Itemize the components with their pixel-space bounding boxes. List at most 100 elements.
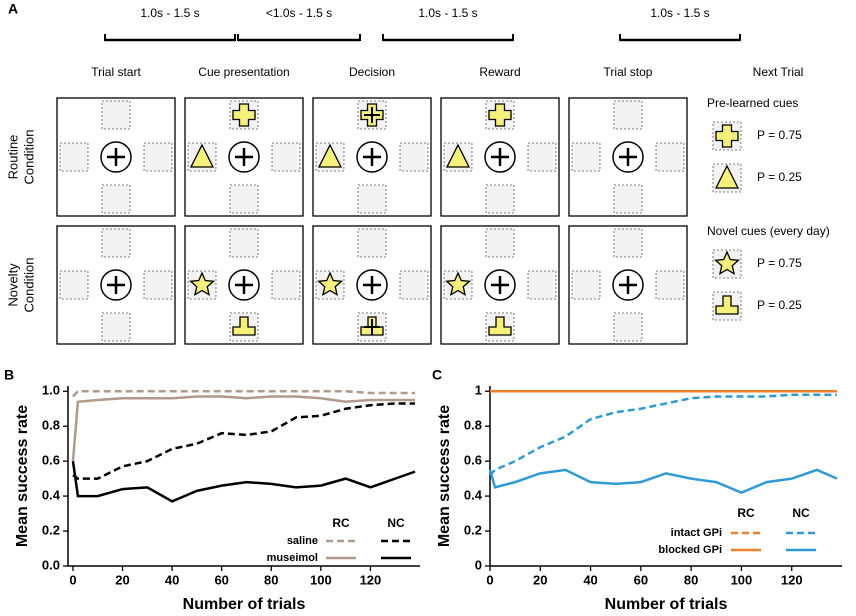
panel-label: B [4,367,14,383]
x-tick-label: 40 [583,572,597,587]
cue-star [317,271,343,297]
legend-label: intact GPi [671,527,722,539]
x-tick-label: 120 [360,572,382,587]
cue-slot [399,142,429,172]
x-tick-label: 80 [264,572,278,587]
phase-label: Trial start [91,65,141,79]
row-label: Novelty [5,263,20,307]
legend-header: RC [332,516,350,530]
x-tick-label: 20 [115,572,129,587]
cue-tee [715,295,739,315]
cue-legend-title: Novel cues (every day) [707,224,830,238]
x-tick-label: 60 [214,572,228,587]
cue-star [445,271,471,297]
cue-legend-item: P = 0.25 [757,298,802,312]
cue-star [714,250,740,276]
legend-header: NC [387,516,405,530]
x-tick-label: 100 [731,572,753,587]
cue-slot [229,184,259,214]
x-tick-label: 0 [486,572,493,587]
x-axis-label: Number of trials [605,596,728,613]
y-axis-label: Mean success rate [436,405,453,547]
row-label: Condition [21,258,36,313]
cue-tri [189,143,215,168]
cue-star [189,271,215,297]
legend-header: NC [792,506,810,520]
x-tick-label: 20 [533,572,547,587]
legend-label: blocked GPi [658,544,722,556]
cue-slot [527,142,557,172]
x-tick-label: 100 [310,572,332,587]
y-tick-label: 0.8 [464,418,482,433]
cue-slot [143,270,173,300]
x-axis-label: Number of trials [183,596,306,613]
cue-slot [101,100,131,130]
cue-slot [613,184,643,214]
y-tick-label: 0.8 [42,418,60,433]
cue-plus [488,103,512,127]
y-tick-label: 0.4 [42,488,61,503]
series-line [71,460,416,503]
series-line [72,402,416,480]
timing-label: 1.0s - 1.5 s [140,6,199,20]
cue-slot [229,228,259,258]
phase-label: Decision [349,65,395,79]
y-tick-label: 1.0 [42,383,60,398]
cue-slot [613,100,643,130]
x-tick-label: 60 [634,572,648,587]
y-tick-label: 0.2 [464,522,482,537]
y-tick-label: 1 [475,383,482,398]
phase-label: Cue presentation [198,65,289,79]
cue-tee [488,316,512,336]
timing-label: 1.0s - 1.5 s [650,6,709,20]
cue-legend-item: P = 0.25 [757,170,802,184]
cue-legend-item: P = 0.75 [757,128,802,142]
cue-slot [613,228,643,258]
phase-label: Trial stop [604,65,653,79]
cue-slot [101,184,131,214]
cue-slot [271,142,301,172]
cue-legend-item: P = 0.75 [757,256,802,270]
series-line [72,389,416,398]
y-tick-label: 0.2 [42,522,60,537]
cue-slot [571,142,601,172]
cue-slot [143,142,173,172]
cue-slot [655,270,685,300]
cue-slot [101,312,131,342]
panel-label: C [432,367,442,383]
x-tick-label: 40 [165,572,179,587]
panel-label: A [8,1,18,17]
row-label: Routine [5,135,20,180]
cue-slot [485,184,515,214]
cue-plus [715,124,739,148]
cue-tee [232,316,256,336]
cue-slot [399,270,429,300]
y-tick-label: 0.6 [464,453,482,468]
y-tick-label: 0.4 [464,488,483,503]
x-tick-label: 120 [781,572,803,587]
y-tick-label: 0.6 [42,453,60,468]
series-line [489,393,837,476]
cue-slot [571,270,601,300]
y-tick-label: 0 [475,557,482,572]
phase-label: Reward [479,65,520,79]
row-label: Condition [21,130,36,185]
timing-label: 1.0s - 1.5 s [418,6,477,20]
cue-slot [59,270,89,300]
cue-slot [357,228,387,258]
legend-label: saline [287,535,318,547]
cue-tri [317,143,343,168]
cue-slot [357,184,387,214]
y-tick-label: 0.0 [42,557,60,572]
x-tick-label: 0 [69,572,76,587]
phase-label: Next Trial [753,65,804,79]
cue-slot [655,142,685,172]
cue-slot [59,142,89,172]
cue-slot [527,270,557,300]
timing-label: <1.0s - 1.5 s [266,6,332,20]
series-line [488,468,838,494]
cue-slot [613,312,643,342]
cue-slot [101,228,131,258]
cue-tri [445,143,471,168]
